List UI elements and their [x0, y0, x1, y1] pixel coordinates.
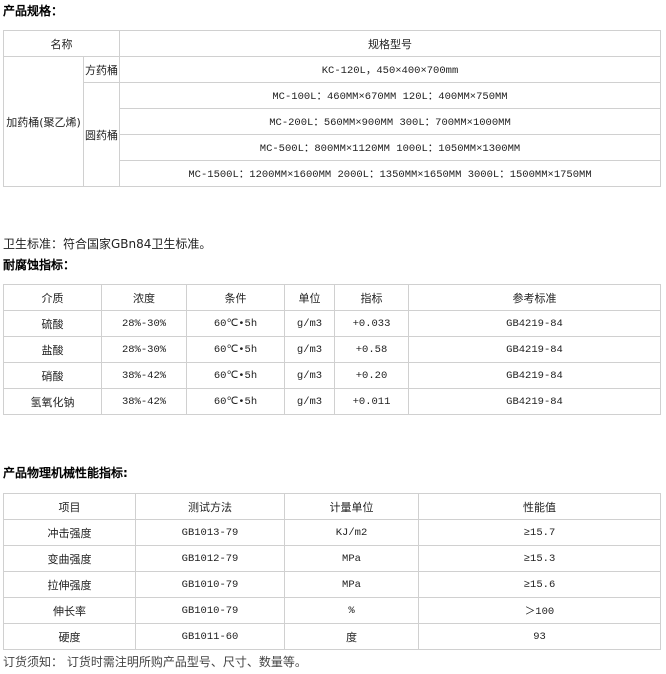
order-note: 订货须知： 订货时需注明所购产品型号、尺寸、数量等。 — [3, 655, 307, 669]
table-cell: +0.011 — [334, 388, 409, 415]
table-cell: 盐酸 — [3, 336, 102, 363]
table-cell: GB1011-60 — [135, 623, 285, 650]
table-row: 伸长率 GB1010-79% ＞100 — [3, 597, 661, 624]
table-cell: 38%-42% — [101, 388, 187, 415]
table-cell: g/m3 — [284, 310, 335, 337]
spec-row: MC-200L：560MM×900MM 300L：700MM×1000MM — [119, 108, 661, 135]
table-cell: MPa — [284, 571, 419, 598]
table-cell: 变曲强度 — [3, 545, 136, 572]
table-cell: 60℃•5h — [186, 336, 285, 363]
table-row: 氢氧化钠 38%-42% 60℃•5h g/m3 +0.011 GB4219-84 — [3, 388, 661, 415]
spec-table: 名称 规格型号 加药桶(聚乙烯) 方药桶 KC-120L，450×400×700mm … — [3, 30, 661, 187]
table-cell: ＞100 — [418, 597, 661, 624]
square-label: 方药桶 — [83, 56, 120, 83]
table-cell: 条件 — [186, 284, 285, 311]
table-row: 硝酸 38%-42% 60℃•5h g/m3 +0.20 GB4219-84 — [3, 362, 661, 389]
table-cell: g/m3 — [284, 362, 335, 389]
header-model: 规格型号 — [119, 30, 661, 57]
table-cell: 28%-30% — [101, 336, 187, 363]
table-cell: 冲击强度 — [3, 519, 136, 546]
hygiene-standard: 卫生标准：符合国家GBn84卫生标准。 — [3, 237, 212, 251]
table-cell: +0.20 — [334, 362, 409, 389]
spec-row: KC-120L，450×400×700mm — [119, 56, 661, 83]
table-cell: 93 — [418, 623, 661, 650]
table-cell: 指标 — [334, 284, 409, 311]
table-cell: 28%-30% — [101, 310, 187, 337]
table-cell: 60℃•5h — [186, 310, 285, 337]
table-cell: MPa — [284, 545, 419, 572]
table-cell: 氢氧化钠 — [3, 388, 102, 415]
table-cell: GB4219-84 — [408, 310, 661, 337]
spec-heading: 产品规格： — [3, 4, 64, 18]
corrosion-table: 介质 浓度 条件 单位 指标 参考标准 硫酸 28%-30% 60℃•5h g/m3 +0.033 G… — [3, 284, 661, 415]
table-cell: 浓度 — [101, 284, 187, 311]
header-row: 介质 浓度 条件 单位 指标 参考标准 — [3, 284, 661, 311]
table-cell: KJ/m2 — [284, 519, 419, 546]
table-row: 硫酸 28%-30% 60℃•5h g/m3 +0.033 GB4219-84 — [3, 310, 661, 337]
corrosion-heading: 耐腐蚀指标： — [3, 258, 76, 272]
spec-row: MC-500L：800MM×1120MM 1000L：1050MM×1300MM — [119, 134, 661, 161]
table-cell: 60℃•5h — [186, 362, 285, 389]
table-cell: GB4219-84 — [408, 388, 661, 415]
table-cell: 硬度 — [3, 623, 136, 650]
physical-heading: 产品物理机械性能指标: — [3, 466, 128, 480]
table-cell: GB1013-79 — [135, 519, 285, 546]
header-name: 名称 — [3, 30, 120, 57]
table-cell: 硝酸 — [3, 362, 102, 389]
round-label: 圆药桶 — [83, 82, 120, 187]
table-cell: 38%-42% — [101, 362, 187, 389]
spec-row: MC-1500L：1200MM×1600MM 2000L：1350MM×1650… — [119, 160, 661, 187]
table-cell: g/m3 — [284, 388, 335, 415]
table-cell: GB1010-79 — [135, 571, 285, 598]
physical-table: 项目 测试方法 计量单位 性能值 冲击强度 GB1013-79 KJ/m2 ≥15.7 变曲强度… — [3, 493, 661, 650]
table-cell: 60℃•5h — [186, 388, 285, 415]
table-cell: 项目 — [3, 493, 136, 520]
table-row: 拉伸强度 GB1010-79 MPa ≥15.6 — [3, 571, 661, 598]
table-cell: +0.58 — [334, 336, 409, 363]
table-cell: 计量单位 — [284, 493, 419, 520]
table-cell: 介质 — [3, 284, 102, 311]
table-cell: % — [284, 597, 419, 624]
product-name: 加药桶(聚乙烯) — [3, 56, 84, 187]
table-row: 盐酸 28%-30% 60℃•5h g/m3 +0.58 GB4219-84 — [3, 336, 661, 363]
spec-row: MC-100L：460MM×670MM 120L：400MM×750MM — [119, 82, 661, 109]
table-cell: 单位 — [284, 284, 335, 311]
table-cell: 伸长率 — [3, 597, 136, 624]
table-cell: ≥15.7 — [418, 519, 661, 546]
table-cell: GB4219-84 — [408, 336, 661, 363]
table-cell: 测试方法 — [135, 493, 285, 520]
table-cell: 硫酸 — [3, 310, 102, 337]
table-cell: ≥15.3 — [418, 545, 661, 572]
table-row: 冲击强度 GB1013-79 KJ/m2 ≥15.7 — [3, 519, 661, 546]
table-row: 硬度 GB1011-60 度 93 — [3, 623, 661, 650]
table-cell: ≥15.6 — [418, 571, 661, 598]
table-row: 变曲强度 GB1012-79 MPa ≥15.3 — [3, 545, 661, 572]
table-cell: 性能值 — [418, 493, 661, 520]
table-cell: 拉伸强度 — [3, 571, 136, 598]
table-cell: 度 — [284, 623, 419, 650]
table-cell: GB1010-79 — [135, 597, 285, 624]
table-cell: +0.033 — [334, 310, 409, 337]
table-cell: GB1012-79 — [135, 545, 285, 572]
header-row: 项目 测试方法 计量单位 性能值 — [3, 493, 661, 520]
table-cell: 参考标准 — [408, 284, 661, 311]
table-cell: GB4219-84 — [408, 362, 661, 389]
table-cell: g/m3 — [284, 336, 335, 363]
